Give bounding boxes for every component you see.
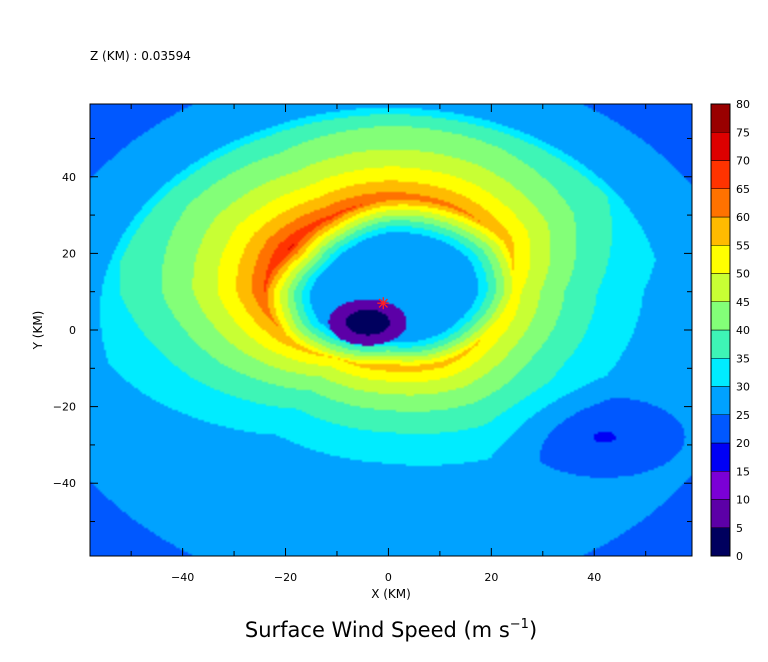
axis-ticks — [90, 104, 692, 556]
colorbar-swatch — [710, 245, 731, 274]
colorbar-tick-label: 0 — [736, 550, 743, 563]
x-tick-label: 20 — [484, 571, 498, 584]
plot-area — [89, 103, 693, 557]
colorbar-swatch — [710, 301, 731, 331]
colorbar-tick-label: 10 — [736, 494, 750, 507]
storm-center-marker — [377, 297, 390, 310]
colorbar-tick-label: 40 — [736, 324, 750, 337]
y-tick-label: 40 — [62, 171, 76, 184]
colorbar-tick-label: 35 — [736, 352, 750, 365]
level-label: Z (KM) : 0.03594 — [90, 49, 191, 63]
center-marker-stroke — [378, 298, 388, 308]
colorbar-swatch — [710, 216, 731, 246]
colorbar-swatch — [710, 188, 731, 218]
colorbar-swatch — [710, 358, 731, 387]
colorbar-tick-label: 60 — [736, 211, 750, 224]
wind-speed-field — [90, 104, 692, 556]
x-tick-labels: −40 −20 0 20 40 — [171, 571, 601, 584]
colorbar-tick-label: 70 — [736, 155, 750, 168]
colorbar-tick-label: 75 — [736, 126, 750, 139]
x-tick-label: 0 — [385, 571, 392, 584]
colorbar-swatch — [710, 471, 731, 500]
colorbar-swatch — [710, 132, 731, 161]
colorbar-tick-label: 65 — [736, 183, 750, 196]
colorbar-swatch — [710, 273, 731, 302]
colorbar-tick-label: 15 — [736, 465, 750, 478]
colorbar-frame — [710, 103, 731, 557]
colorbar-swatch — [710, 103, 731, 133]
colorbar-tick-label: 30 — [736, 381, 750, 394]
colorbar-swatch — [710, 499, 731, 528]
y-tick-label: −40 — [53, 477, 76, 490]
colorbar-swatch — [710, 329, 731, 359]
y-axis-label: Y (KM) — [31, 311, 45, 351]
y-tick-label: 0 — [69, 324, 76, 337]
chart-title-close: ) — [529, 618, 537, 642]
colorbar-tick-label: 5 — [736, 522, 743, 535]
x-axis-label: X (KM) — [371, 587, 411, 601]
x-tick-label: −20 — [274, 571, 297, 584]
colorbar-tick-label: 55 — [736, 239, 750, 252]
colorbar-tick-label: 25 — [736, 409, 750, 422]
colorbar: 0 5 10 15 20 25 30 35 40 45 50 55 60 65 70 75 80 — [710, 98, 750, 563]
y-tick-labels: −40 −20 0 20 40 — [53, 171, 76, 490]
chart-title: Surface Wind Speed (m s−1) — [245, 617, 537, 642]
colorbar-swatch — [710, 414, 731, 444]
colorbar-tick-label: 45 — [736, 296, 750, 309]
colorbar-tick-label: 80 — [736, 98, 750, 111]
colorbar-swatch — [710, 527, 731, 557]
y-tick-label: −20 — [53, 401, 76, 414]
y-tick-label: 20 — [62, 247, 76, 260]
x-tick-label: −40 — [171, 571, 194, 584]
chart-title-main: Surface Wind Speed (m s — [245, 618, 510, 642]
chart-title-exponent: −1 — [510, 617, 529, 632]
colorbar-swatch — [710, 160, 731, 189]
colorbar-swatch — [710, 386, 731, 415]
colorbar-swatch — [710, 442, 731, 472]
colorbar-tick-label: 20 — [736, 437, 750, 450]
colorbar-tick-label: 50 — [736, 268, 750, 281]
x-tick-label: 40 — [587, 571, 601, 584]
